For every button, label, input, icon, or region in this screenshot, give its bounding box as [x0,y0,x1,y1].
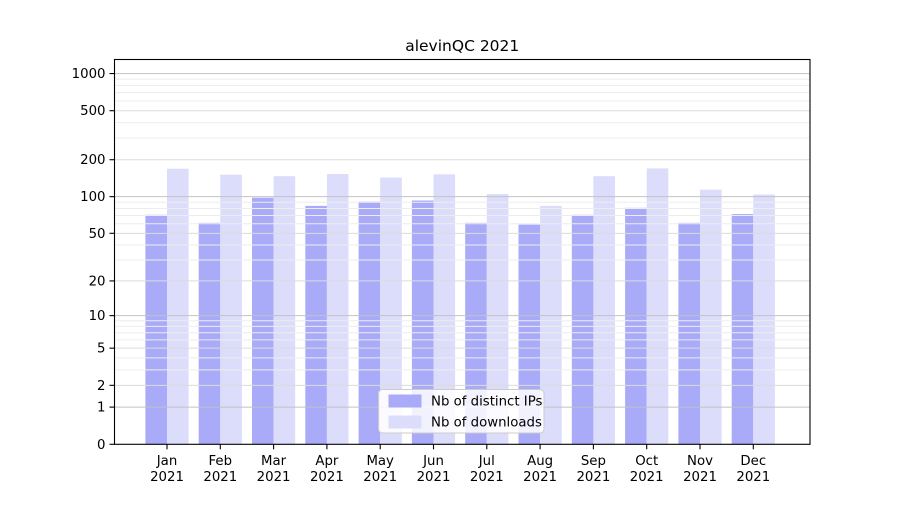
bar-distinct-ips-jun [411,200,434,445]
bar-distinct-ips-jul [465,222,487,445]
y-tick-label: 20 [89,274,106,289]
x-tick-month: Jun [422,454,444,469]
x-tick-month: Jul [478,454,495,469]
bar-downloads-apr [326,174,349,445]
x-tick-month: Aug [527,454,553,469]
gridlines-group [114,73,810,408]
y-tick-label: 100 [80,190,105,205]
x-tick-year: 2021 [683,470,717,485]
legend-swatch-downloads [388,415,422,429]
x-tick-year: 2021 [576,470,610,485]
x-tick-year: 2021 [417,470,451,485]
x-tick-month: Dec [740,454,766,469]
y-tick-label: 50 [89,227,106,242]
chart-title: alevinQC 2021 [405,37,519,55]
bar-distinct-ips-may [358,201,381,445]
y-tick-label: 1000 [72,67,106,82]
x-tick-month: Feb [209,454,233,469]
bar-downloads-oct [646,168,669,445]
legend-label-downloads: Nb of downloads [431,416,542,431]
bar-distinct-ips-feb [198,222,221,445]
x-tick-year: 2021 [630,470,664,485]
bar-downloads-jun [433,174,456,445]
x-tick-label-jan: Jan 2021 [150,454,184,485]
bar-downloads-nov [700,189,722,445]
bar-distinct-ips-dec [731,214,754,445]
legend-swatch-distinct-ips [388,394,422,408]
x-tick-label-nov: Nov 2021 [683,454,717,485]
plot-border [113,58,811,445]
x-tick-year: 2021 [523,470,557,485]
y-tick-label: 1 [97,401,105,416]
x-tick-month: May [366,454,394,469]
x-tick-year: 2021 [310,470,344,485]
x-tick-label-jul: Jul 2021 [470,454,504,485]
x-tick-year: 2021 [470,470,504,485]
bar-downloads-jan [167,168,189,445]
x-tick-month: Oct [635,454,658,469]
bar-downloads-may [380,177,402,445]
x-tick-label-may: May 2021 [363,454,397,485]
x-tick-month: Nov [687,454,713,469]
x-tick-label-mar: Mar 2021 [257,454,291,485]
y-tick-label: 2 [97,379,105,394]
bar-downloads-sep [593,176,615,445]
x-tick-month: Jan [156,454,178,469]
x-tick-year: 2021 [257,470,291,485]
y-tick-label: 5 [97,342,105,357]
y-axis: 0 1 2 5 10 20 50 100 200 500 1000 [72,67,115,453]
x-tick-month: Mar [261,454,287,469]
y-tick-label: 10 [89,309,106,324]
x-tick-label-apr: Apr 2021 [310,454,344,485]
x-tick-month: Sep [581,454,606,469]
bar-distinct-ips-apr [305,205,327,445]
x-tick-year: 2021 [203,470,237,485]
x-tick-label-oct: Oct 2021 [630,454,664,485]
x-tick-month: Apr [315,454,339,469]
bar-downloads-mar [273,176,296,445]
bar-downloads-jul [486,194,509,445]
x-tick-label-feb: Feb 2021 [203,454,237,485]
x-tick-year: 2021 [736,470,770,485]
y-tick-label: 500 [80,104,105,119]
x-tick-label-aug: Aug 2021 [523,454,557,485]
x-tick-year: 2021 [150,470,184,485]
legend-label-distinct-ips: Nb of distinct IPs [431,395,543,410]
x-tick-label-sep: Sep 2021 [576,454,610,485]
y-tick-label: 200 [80,153,105,168]
bar-downloads-aug [540,205,562,445]
x-tick-label-jun: Jun 2021 [417,454,451,485]
bar-downloads-feb [220,174,242,445]
bars-group [145,168,775,445]
bar-distinct-ips-nov [678,222,700,445]
bar-downloads-dec [753,194,775,445]
y-tick-label: 0 [97,438,105,453]
legend: Nb of distinct IPs Nb of downloads [378,389,545,434]
bar-distinct-ips-jan [145,214,167,445]
x-tick-label-dec: Dec 2021 [736,454,770,485]
bar-distinct-ips-sep [571,214,594,445]
x-tick-year: 2021 [363,470,397,485]
